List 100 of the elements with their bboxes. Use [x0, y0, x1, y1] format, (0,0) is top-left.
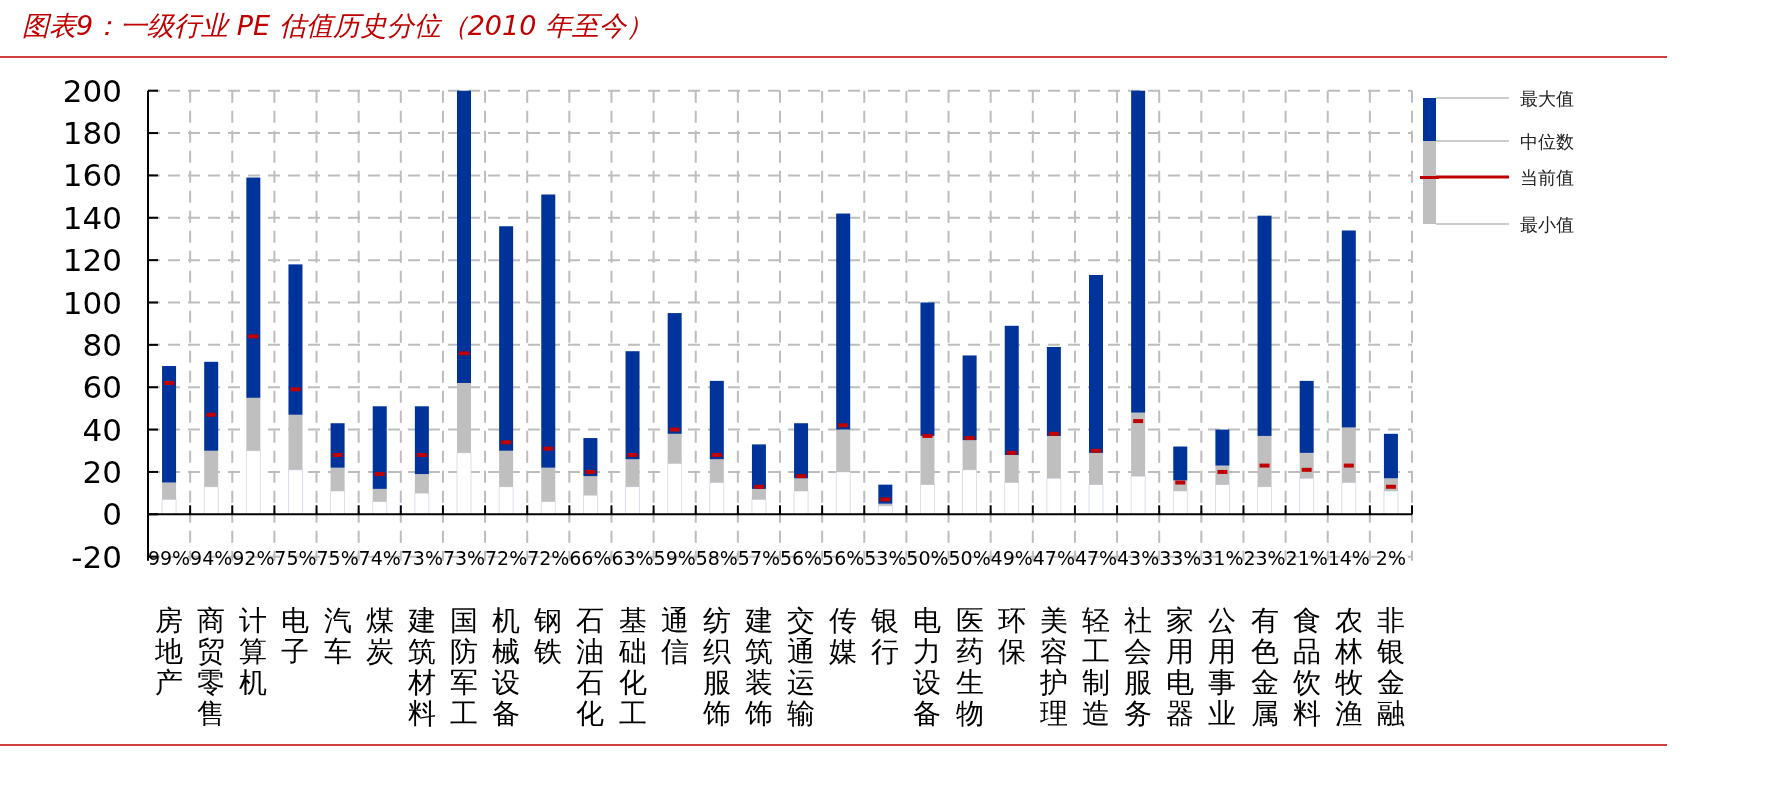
annotation: 58%: [695, 546, 738, 569]
bar: [246, 177, 261, 398]
annotation: 73%: [442, 546, 486, 569]
bar: [162, 482, 177, 500]
x-tick-label: 纺织服饰: [701, 604, 731, 730]
bar: [204, 361, 219, 451]
x-tick-label: 非银金融: [1375, 604, 1405, 730]
x-tick-label: 轻工制造: [1082, 604, 1110, 730]
annotation: 75%: [316, 546, 359, 569]
y-tick-label: 100: [62, 284, 122, 321]
bar: [962, 355, 977, 441]
x-tick-label: 建筑装饰: [743, 604, 773, 730]
bar: [1046, 346, 1061, 436]
bar: [288, 469, 303, 515]
x-tick-label: 房地产: [154, 604, 184, 699]
bar: [1215, 484, 1230, 515]
bar: [1215, 429, 1230, 466]
bar: [962, 440, 977, 470]
x-tick-label: 钢铁: [533, 604, 563, 668]
annotation: 21%: [1285, 546, 1328, 569]
bar: [667, 463, 683, 515]
bar: [1088, 484, 1104, 515]
bar: [1046, 477, 1062, 515]
legend-label: 当前值: [1520, 167, 1574, 188]
x-tick-label: 医药生物: [955, 604, 984, 730]
annotation: 23%: [1243, 546, 1286, 569]
bar: [1046, 435, 1061, 479]
annotation: 2%: [1375, 546, 1407, 569]
bar: [456, 452, 472, 515]
bar: [541, 467, 556, 502]
bar: [751, 499, 767, 515]
bar: [878, 503, 893, 506]
bar: [583, 476, 598, 496]
bar: [288, 264, 303, 415]
bar: [1173, 446, 1188, 481]
bar: [498, 486, 514, 515]
x-tick-label: 煤炭: [365, 604, 394, 668]
bar: [835, 471, 851, 515]
bar: [1341, 230, 1356, 428]
x-tick-label: 通信: [660, 604, 689, 668]
annotation: 31%: [1201, 546, 1244, 569]
bar: [1004, 325, 1019, 455]
bar: [203, 486, 219, 515]
annotation: 33%: [1159, 546, 1202, 569]
bar: [625, 459, 640, 487]
bar: [1383, 433, 1398, 479]
bar: [1172, 490, 1188, 515]
bar: [794, 423, 809, 479]
annotation: 63%: [611, 546, 654, 569]
x-tick-label: 商贸零售: [197, 604, 226, 730]
bar: [414, 492, 430, 515]
x-tick-label: 银行: [870, 604, 900, 668]
bar: [1257, 486, 1272, 515]
y-tick-label: 0: [102, 496, 122, 533]
bar: [161, 499, 177, 515]
y-tick-label: 80: [82, 326, 122, 363]
x-tick-label: 计算机: [239, 604, 268, 699]
y-tick-label: 120: [62, 242, 122, 279]
annotation: 57%: [737, 546, 781, 569]
x-tick-label: 国防军工: [450, 604, 478, 730]
bar: [667, 433, 682, 464]
bar: [1089, 274, 1103, 453]
annotation: 50%: [948, 546, 991, 569]
y-tick-label: -20: [71, 538, 122, 575]
bar: [330, 467, 345, 491]
annotation: 72%: [485, 546, 528, 569]
bar: [414, 474, 429, 494]
x-tick-label: 汽车: [323, 604, 352, 668]
bar: [414, 406, 429, 475]
y-tick-label: 160: [62, 157, 122, 194]
y-tick-label: 20: [82, 453, 122, 490]
annotation: 94%: [190, 546, 233, 569]
bar: [1299, 380, 1314, 453]
annotation: 49%: [990, 546, 1033, 569]
annotation: 92%: [232, 546, 275, 569]
bar: [667, 313, 682, 434]
x-tick-label: 农林牧渔: [1333, 604, 1363, 730]
bar: [246, 397, 261, 451]
annotation: 50%: [906, 546, 949, 569]
x-tick-label: 环保: [997, 604, 1026, 668]
bar: [162, 366, 177, 483]
bar: [457, 382, 471, 453]
bar: [499, 226, 514, 451]
y-tick-label: 200: [62, 72, 122, 109]
annotation: 66%: [569, 546, 612, 569]
annotation: 14%: [1327, 546, 1370, 569]
annotation: 47%: [1032, 546, 1075, 569]
x-tick-label: 美容护理: [1038, 604, 1068, 730]
bar: [288, 414, 303, 470]
y-tick-label: 60: [82, 369, 122, 406]
bar: [920, 435, 935, 485]
annotation: 53%: [864, 546, 907, 569]
x-tick-label: 电子: [281, 604, 310, 668]
x-tick-label: 建筑材料: [406, 604, 436, 730]
bar: [1257, 435, 1272, 487]
bar: [1004, 455, 1019, 483]
bar: [1341, 427, 1356, 483]
bar: [1089, 452, 1103, 485]
annotation: 75%: [274, 546, 317, 569]
bar: [372, 406, 387, 489]
